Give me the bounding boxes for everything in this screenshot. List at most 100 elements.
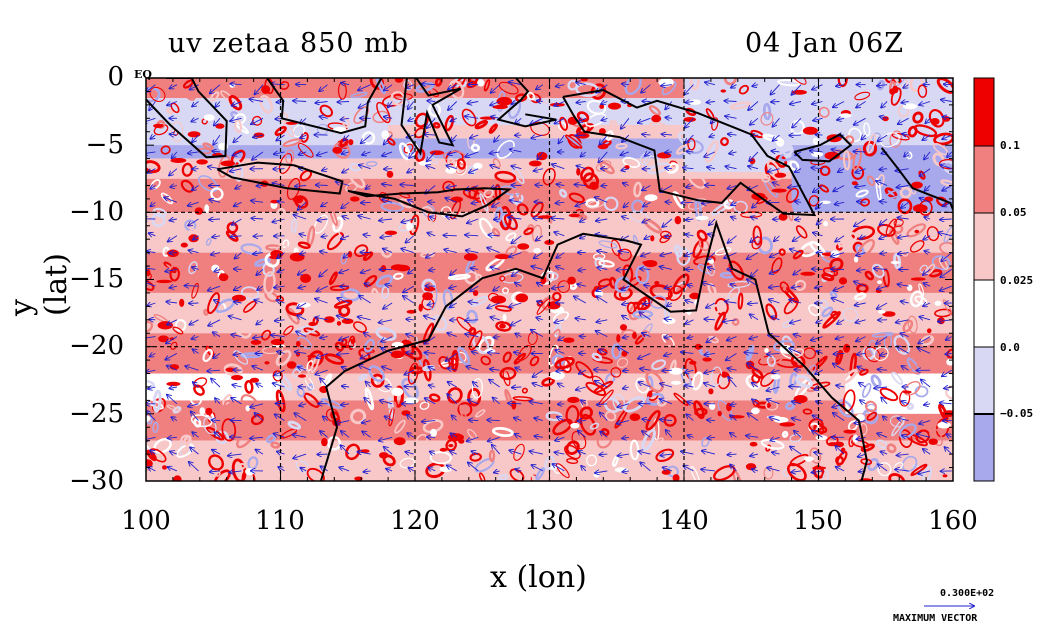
contour-blob bbox=[794, 279, 807, 292]
contour-blob bbox=[918, 283, 925, 297]
contour-blob bbox=[468, 326, 477, 336]
wind-vector bbox=[665, 236, 672, 237]
wind-vector bbox=[380, 236, 393, 238]
contour-blob bbox=[517, 345, 532, 361]
wind-vector bbox=[445, 198, 457, 203]
contour-blob bbox=[146, 279, 155, 291]
wind-vector bbox=[509, 82, 522, 85]
wind-vector bbox=[534, 202, 543, 203]
y-tick-label: −5 bbox=[85, 130, 124, 160]
wind-vector bbox=[596, 219, 608, 221]
contour-blob bbox=[842, 149, 851, 171]
contour-blob bbox=[579, 413, 597, 436]
contour-blob bbox=[760, 349, 783, 365]
wind-vector bbox=[904, 152, 909, 157]
contour-blob bbox=[202, 348, 213, 363]
contour-blob bbox=[822, 311, 841, 329]
contour-blob bbox=[641, 428, 656, 451]
wind-vector bbox=[595, 234, 608, 236]
wind-vector bbox=[681, 202, 694, 203]
wind-vector bbox=[214, 118, 221, 125]
contour-blob bbox=[709, 402, 716, 410]
wind-vector bbox=[212, 236, 221, 237]
wind-vector bbox=[838, 169, 845, 172]
x-axis-label: x (lon) bbox=[490, 560, 587, 595]
contour-blob bbox=[283, 325, 294, 336]
contour-blob bbox=[332, 146, 343, 154]
wind-vector bbox=[230, 236, 242, 237]
contour-blob bbox=[891, 371, 904, 385]
equator-label: EQ bbox=[134, 68, 152, 81]
contour-blob bbox=[457, 346, 471, 366]
contour-blob bbox=[275, 244, 288, 252]
wind-vector bbox=[535, 185, 543, 186]
contour-blob bbox=[802, 126, 818, 135]
wind-vector bbox=[508, 217, 522, 219]
contour-blob bbox=[535, 467, 545, 481]
wind-vector bbox=[467, 102, 479, 104]
wind-vector bbox=[189, 250, 199, 252]
contour-blob bbox=[259, 94, 274, 114]
contour-blob bbox=[689, 360, 697, 365]
wind-vector bbox=[898, 253, 909, 254]
contour-blob bbox=[871, 332, 894, 338]
wind-vector bbox=[490, 165, 500, 169]
wind-vector bbox=[903, 85, 909, 88]
wind-vector bbox=[230, 118, 242, 121]
wind-vector bbox=[618, 251, 629, 253]
wind-vector bbox=[575, 185, 586, 186]
contour-blob bbox=[717, 410, 722, 417]
wind-vector bbox=[427, 151, 436, 162]
contour-blob bbox=[749, 157, 756, 165]
contour-blob bbox=[586, 99, 607, 115]
contour-blob bbox=[542, 167, 556, 186]
contour-blob bbox=[152, 389, 162, 413]
contour-blob bbox=[866, 411, 878, 421]
wind-vector bbox=[510, 149, 522, 152]
wind-vector bbox=[511, 166, 522, 169]
contour-blob bbox=[878, 310, 886, 314]
wind-vector bbox=[925, 185, 931, 191]
wind-vector bbox=[580, 336, 586, 337]
contour-blob bbox=[341, 463, 355, 480]
wind-vector bbox=[554, 101, 565, 106]
wind-vector bbox=[876, 181, 888, 186]
x-tick-label: 140 bbox=[659, 506, 709, 536]
contour-blob bbox=[198, 175, 219, 193]
contour-blob bbox=[914, 229, 920, 234]
contour-blob bbox=[180, 242, 188, 248]
contour-blob bbox=[644, 194, 658, 202]
wind-vector bbox=[342, 169, 350, 173]
wind-vector bbox=[835, 235, 845, 242]
wind-vector bbox=[315, 102, 328, 104]
contour-blob bbox=[648, 121, 669, 132]
contour-blob bbox=[830, 310, 839, 320]
wind-vector bbox=[320, 251, 328, 252]
contour-blob bbox=[348, 139, 354, 146]
contour-blob bbox=[498, 474, 509, 481]
max-vector-label: MAXIMUM VECTOR bbox=[893, 613, 978, 624]
contour-blob bbox=[328, 204, 338, 227]
contour-blob bbox=[871, 263, 885, 279]
wind-vector bbox=[531, 266, 543, 269]
contour-blob bbox=[586, 454, 598, 467]
contour-blob bbox=[513, 188, 522, 201]
contour-blob bbox=[776, 138, 785, 147]
wind-vector bbox=[856, 253, 866, 256]
wind-vector bbox=[488, 235, 500, 236]
contour-blob bbox=[557, 280, 571, 293]
contour-blob bbox=[169, 266, 180, 282]
contour-blob bbox=[418, 303, 423, 312]
contour-blob bbox=[240, 286, 260, 301]
wind-vector bbox=[424, 134, 436, 135]
contour-blob bbox=[598, 240, 618, 249]
contour-blob bbox=[360, 449, 370, 453]
contour-blob bbox=[791, 78, 807, 85]
contour-blob bbox=[390, 264, 406, 271]
contour-blob bbox=[714, 298, 729, 316]
contour-blob bbox=[764, 348, 769, 353]
wind-vector bbox=[444, 250, 457, 253]
wind-vector bbox=[941, 100, 952, 102]
contour-blob bbox=[546, 271, 559, 281]
